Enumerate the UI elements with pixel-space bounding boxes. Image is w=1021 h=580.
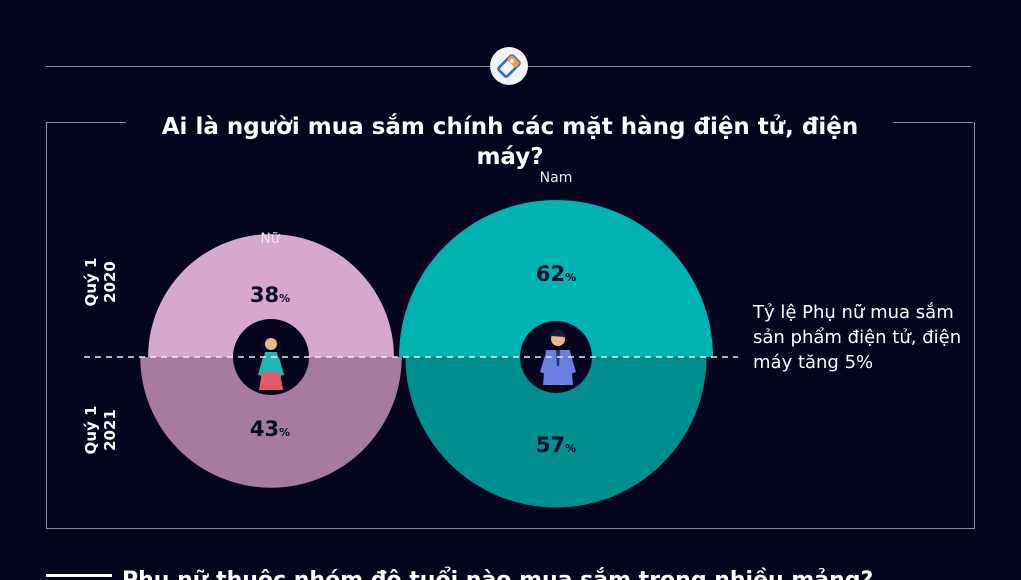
trend-note: Tỷ lệ Phụ nữ mua sắm sản phẩm điện tử, đ…	[753, 302, 962, 373]
frame-top-right	[893, 122, 973, 123]
male-label: Nam	[540, 170, 573, 186]
frame-top-left	[46, 122, 126, 123]
tag-icon	[497, 54, 521, 78]
male-2021-value: 57%	[536, 433, 576, 457]
female-2020-value: 38%	[250, 283, 290, 307]
chart-frame	[46, 122, 975, 529]
female-2021-semicircle	[140, 357, 402, 488]
female-label: Nữ	[260, 231, 280, 247]
man-icon	[540, 329, 576, 385]
next-section-heading: Phụ nữ thuộc nhóm độ tuổi nào mua sắm tr…	[122, 566, 922, 580]
female-2021-value: 43%	[250, 417, 290, 441]
male-2020-semicircle	[399, 200, 713, 357]
period-label-2021: Quý 1 2021	[82, 405, 119, 455]
woman-icon	[258, 336, 284, 390]
brand-logo	[490, 47, 528, 85]
female-2020-semicircle	[148, 234, 394, 357]
bottom-divider	[46, 574, 112, 577]
male-2021-semicircle	[405, 357, 707, 508]
period-label-2020: Quý 1 2020	[82, 257, 119, 307]
chart-title: Ai là người mua sắm chính các mặt hàng đ…	[161, 114, 859, 170]
male-2020-value: 62%	[536, 262, 576, 286]
